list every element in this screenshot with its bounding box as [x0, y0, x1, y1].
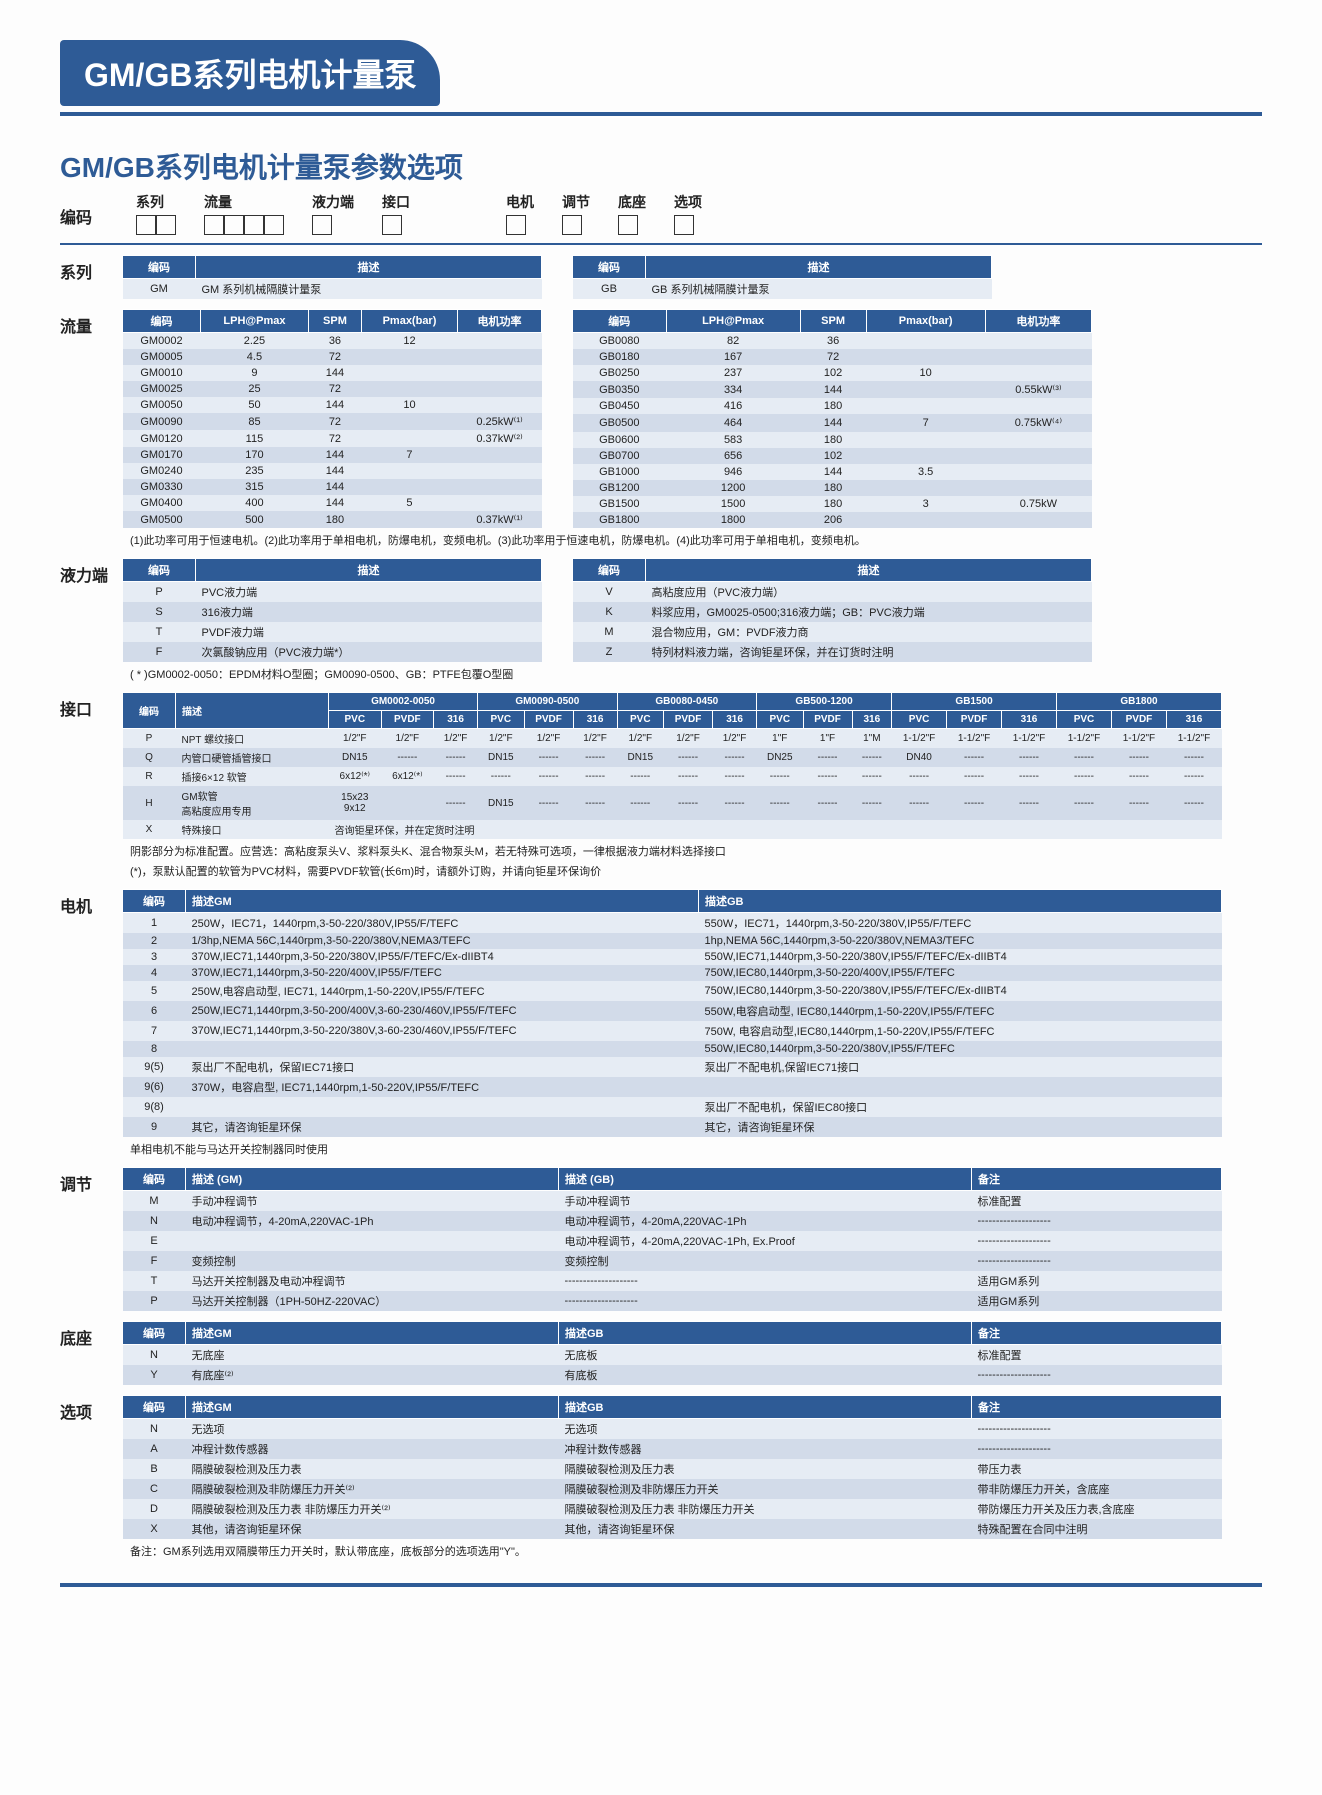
page-title: GM/GB系列电机计量泵	[60, 40, 440, 106]
rule	[60, 243, 1262, 245]
section-motor: 电机 编码描述GM描述GB1250W，IEC71，1440rpm,3-50-22…	[60, 889, 1262, 1137]
base-label: 底座	[60, 1321, 122, 1349]
flow-label: 流量	[60, 309, 122, 337]
section-option: 选项 编码描述GM描述GB备注N无选项无选项------------------…	[60, 1395, 1262, 1539]
title-rule	[60, 112, 1262, 118]
section-adjust: 调节 编码描述 (GM)描述 (GB)备注M手动冲程调节手动冲程调节标准配置N电…	[60, 1167, 1262, 1311]
option-footnote: 备注：GM系列选用双隔膜带压力开关时，默认带底座，底板部分的选项选用"Y"。	[130, 1543, 1262, 1559]
code-box-row: 编码 系列流量液力端接口电机调节底座选项	[60, 192, 1262, 235]
adjust-label: 调节	[60, 1167, 122, 1195]
option-label: 选项	[60, 1395, 122, 1423]
flow-footnote: (1)此功率可用于恒速电机。(2)此功率用于单相电机，防爆电机，变频电机。(3)…	[130, 532, 1262, 548]
liquid-label: 液力端	[60, 558, 122, 586]
base-table: 编码描述GM描述GB备注N无底座无底板标准配置Y有底座⁽²⁾有底板-------…	[122, 1321, 1222, 1385]
port-label: 接口	[60, 692, 122, 720]
encode-label: 编码	[60, 200, 122, 228]
series-label: 系列	[60, 255, 122, 283]
section-flow: 流量 编码LPH@PmaxSPMPmax(bar)电机功率GM00022.253…	[60, 309, 1262, 528]
liquid-footnote: ( * )GM0002-0050：EPDM材料O型圈；GM0090-0500、G…	[130, 666, 1262, 682]
motor-label: 电机	[60, 889, 122, 917]
liquid-table-left: 编码描述PPVC液力端S316液力端TPVDF液力端F次氯酸钠应用（PVC液力端…	[122, 558, 542, 662]
liquid-table-right: 编码描述V高粘度应用（PVC液力端）K料浆应用，GM0025-0500;316液…	[572, 558, 1092, 662]
section-base: 底座 编码描述GM描述GB备注N无底座无底板标准配置Y有底座⁽²⁾有底板----…	[60, 1321, 1262, 1385]
port-footnote1: 阴影部分为标准配置。应营选：高粘度泵头V、浆料泵头K、混合物泵头M，若无特殊可选…	[130, 843, 1262, 859]
port-footnote2: (*)，泵默认配置的软管为PVC材料，需要PVDF软管(长6m)时，请额外订购，…	[130, 863, 1262, 879]
section-port: 接口 编码描述GM0002-0050GM0090-0500GB0080-0450…	[60, 692, 1262, 839]
option-table: 编码描述GM描述GB备注N无选项无选项--------------------A…	[122, 1395, 1222, 1539]
adjust-table: 编码描述 (GM)描述 (GB)备注M手动冲程调节手动冲程调节标准配置N电动冲程…	[122, 1167, 1222, 1311]
subtitle: GM/GB系列电机计量泵参数选项	[60, 146, 1262, 186]
port-table: 编码描述GM0002-0050GM0090-0500GB0080-0450GB5…	[122, 692, 1222, 839]
bottom-rule	[60, 1583, 1262, 1587]
series-table-right: 编码描述GBGB 系列机械隔膜计量泵	[572, 255, 992, 299]
series-table-left: 编码描述GMGM 系列机械隔膜计量泵	[122, 255, 542, 299]
section-series: 系列 编码描述GMGM 系列机械隔膜计量泵 编码描述GBGB 系列机械隔膜计量泵	[60, 255, 1262, 299]
motor-table: 编码描述GM描述GB1250W，IEC71，1440rpm,3-50-220/3…	[122, 889, 1222, 1137]
flow-table-gm: 编码LPH@PmaxSPMPmax(bar)电机功率GM00022.253612…	[122, 309, 542, 528]
section-liquid: 液力端 编码描述PPVC液力端S316液力端TPVDF液力端F次氯酸钠应用（PV…	[60, 558, 1262, 662]
motor-footnote: 单相电机不能与马达开关控制器同时使用	[130, 1141, 1262, 1157]
flow-table-gb: 编码LPH@PmaxSPMPmax(bar)电机功率GB00808236GB01…	[572, 309, 1092, 528]
